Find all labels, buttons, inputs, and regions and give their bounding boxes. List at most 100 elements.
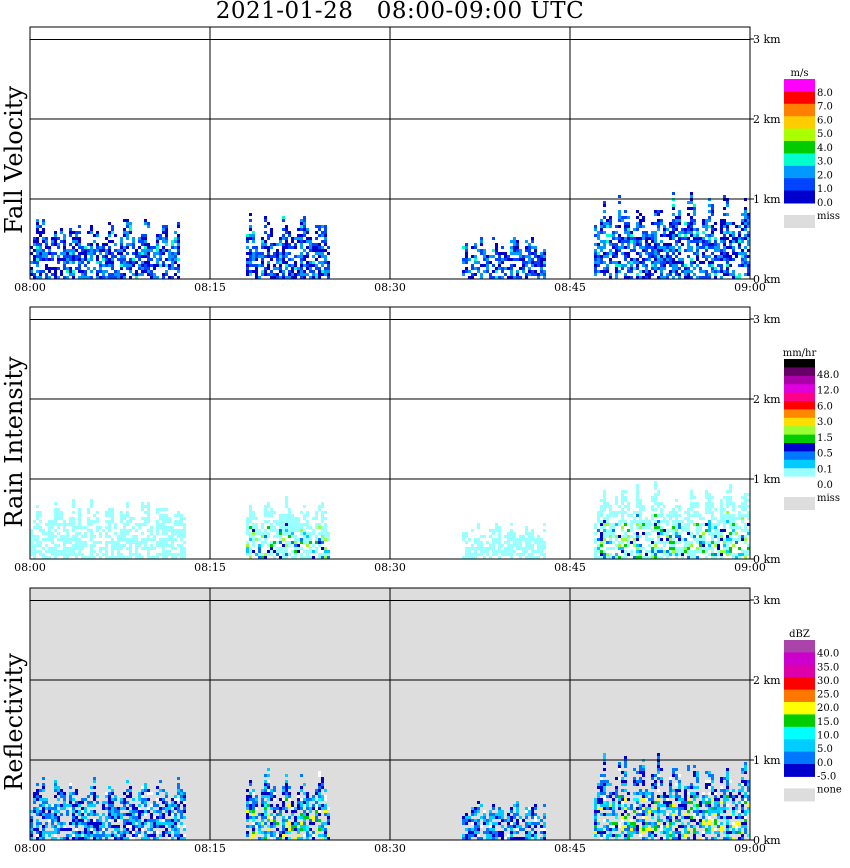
echo-cell bbox=[672, 810, 675, 813]
echo-cell bbox=[120, 252, 123, 255]
echo-cell bbox=[120, 532, 123, 535]
echo-cell bbox=[177, 264, 180, 267]
echo-cell bbox=[666, 234, 669, 237]
echo-cell bbox=[741, 553, 744, 556]
echo-cell bbox=[660, 508, 663, 511]
echo-cell bbox=[54, 816, 57, 819]
echo-cell bbox=[51, 255, 54, 258]
echo-cell bbox=[63, 556, 66, 559]
echo-cell bbox=[663, 264, 666, 267]
echo-cell bbox=[261, 258, 264, 261]
echo-cell bbox=[144, 505, 147, 508]
echo-cell bbox=[84, 816, 87, 819]
echo-cell bbox=[264, 783, 267, 786]
echo-cell bbox=[690, 249, 693, 252]
echo-cell bbox=[138, 264, 141, 267]
echo-cell bbox=[525, 526, 528, 529]
echo-cell bbox=[153, 804, 156, 807]
echo-cell bbox=[69, 273, 72, 276]
echo-cell bbox=[63, 535, 66, 538]
echo-cell bbox=[726, 505, 729, 508]
echo-cell bbox=[654, 523, 657, 526]
echo-cell bbox=[537, 264, 540, 267]
echo-cell bbox=[318, 783, 321, 786]
echo-cell bbox=[36, 231, 39, 234]
echo-cell bbox=[174, 556, 177, 559]
echo-cell bbox=[162, 246, 165, 249]
echo-cell bbox=[42, 222, 45, 225]
echo-cell bbox=[480, 243, 483, 246]
echo-cell bbox=[747, 273, 750, 276]
echo-cell bbox=[648, 243, 651, 246]
echo-cell bbox=[321, 786, 324, 789]
echo-cell bbox=[657, 267, 660, 270]
echo-cell bbox=[132, 837, 135, 840]
echo-cell bbox=[48, 813, 51, 816]
echo-cell bbox=[657, 249, 660, 252]
echo-cell bbox=[693, 828, 696, 831]
echo-cell bbox=[138, 544, 141, 547]
echo-cell bbox=[87, 529, 90, 532]
echo-cell bbox=[663, 267, 666, 270]
echo-cell bbox=[528, 535, 531, 538]
echo-cell bbox=[81, 252, 84, 255]
echo-cell bbox=[321, 834, 324, 837]
echo-cell bbox=[273, 529, 276, 532]
echo-cell bbox=[495, 276, 498, 279]
echo-cell bbox=[246, 550, 249, 553]
echo-cell bbox=[123, 228, 126, 231]
echo-cell bbox=[147, 789, 150, 792]
echo-cell bbox=[84, 541, 87, 544]
plot-frame bbox=[29, 306, 751, 560]
echo-cell bbox=[291, 556, 294, 559]
echo-cell bbox=[102, 270, 105, 273]
echo-cell bbox=[609, 532, 612, 535]
echo-cell bbox=[654, 246, 657, 249]
echo-cell bbox=[42, 828, 45, 831]
echo-cell bbox=[747, 225, 750, 228]
echo-cell bbox=[162, 831, 165, 834]
echo-cell bbox=[264, 834, 267, 837]
echo-cell bbox=[288, 270, 291, 273]
echo-cell bbox=[51, 831, 54, 834]
echo-cell bbox=[321, 261, 324, 264]
echo-cell bbox=[60, 535, 63, 538]
echo-cell bbox=[618, 795, 621, 798]
echo-cell bbox=[609, 804, 612, 807]
echo-cell bbox=[492, 255, 495, 258]
echo-cell bbox=[654, 541, 657, 544]
echo-cell bbox=[315, 535, 318, 538]
echo-cell bbox=[261, 261, 264, 264]
echo-cell bbox=[282, 234, 285, 237]
echo-cell bbox=[162, 261, 165, 264]
echo-cell bbox=[630, 237, 633, 240]
echo-cell bbox=[39, 258, 42, 261]
echo-cell bbox=[693, 538, 696, 541]
echo-cell bbox=[177, 246, 180, 249]
echo-cell bbox=[657, 810, 660, 813]
echo-cell bbox=[324, 258, 327, 261]
echo-cell bbox=[48, 550, 51, 553]
echo-cell bbox=[315, 264, 318, 267]
echo-cell bbox=[273, 789, 276, 792]
echo-cell bbox=[696, 505, 699, 508]
echo-cell bbox=[48, 249, 51, 252]
echo-cell bbox=[129, 789, 132, 792]
echo-cell bbox=[621, 267, 624, 270]
echo-cell bbox=[297, 822, 300, 825]
echo-cell bbox=[624, 822, 627, 825]
echo-cell bbox=[744, 514, 747, 517]
echo-cell bbox=[696, 240, 699, 243]
echo-cell bbox=[468, 816, 471, 819]
echo-cell bbox=[54, 276, 57, 279]
echo-cell bbox=[156, 556, 159, 559]
echo-cell bbox=[54, 273, 57, 276]
echo-cell bbox=[744, 216, 747, 219]
echo-cell bbox=[273, 243, 276, 246]
echo-cell bbox=[498, 834, 501, 837]
echo-cell bbox=[669, 544, 672, 547]
echo-cell bbox=[690, 532, 693, 535]
echo-cell bbox=[486, 264, 489, 267]
echo-cell bbox=[285, 240, 288, 243]
echo-cell bbox=[714, 544, 717, 547]
